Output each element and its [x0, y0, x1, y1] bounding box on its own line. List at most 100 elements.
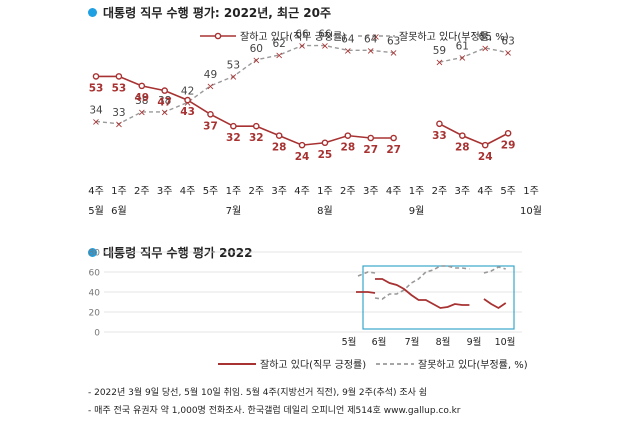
- negative-data-label: 63: [501, 36, 514, 48]
- negative-data-label: 42: [181, 85, 194, 97]
- x-tick-label: 2주: [248, 186, 264, 197]
- x-tick-label: 3주: [455, 186, 471, 197]
- footnotes: - 2022년 3월 9일 당선, 5월 10일 취임. 5월 4주(지방선거 …: [88, 384, 461, 420]
- positive-data-label: 28: [455, 142, 470, 154]
- x-tick-label: 2주: [340, 186, 356, 197]
- overview-positive-line: [483, 298, 507, 310]
- month-label: 6월: [372, 336, 387, 348]
- main-chart-title: 대통령 직무 수행 평가: 2022년, 최근 20주: [88, 4, 331, 21]
- negative-data-label: 38: [158, 95, 171, 107]
- negative-data-point: ×: [138, 107, 146, 118]
- legend-negative-marker: ×: [372, 32, 380, 43]
- overview-positive-line: [356, 291, 376, 294]
- y-tick-label: 40: [89, 289, 101, 299]
- positive-data-label: 24: [295, 151, 310, 163]
- positive-data-label: 32: [249, 132, 264, 144]
- negative-data-label: 49: [204, 69, 217, 81]
- month-label: 10월: [520, 205, 542, 217]
- negative-data-point: ×: [321, 41, 329, 52]
- positive-data-label: 27: [363, 144, 378, 156]
- positive-data-label: 32: [226, 132, 241, 144]
- negative-data-label: 64: [364, 33, 378, 45]
- negative-data-point: ×: [252, 55, 260, 66]
- positive-data-label: 28: [341, 142, 356, 154]
- negative-data-point: ×: [389, 48, 397, 59]
- positive-data-point: [184, 96, 191, 104]
- x-tick-label: 1주: [409, 186, 425, 197]
- negative-data-label: 61: [456, 40, 469, 52]
- positive-data-label: 27: [386, 144, 401, 156]
- positive-data-point: [138, 82, 146, 90]
- x-tick-label: 1주: [317, 186, 333, 197]
- positive-data-point: [390, 134, 397, 142]
- overview-negative-line: [374, 265, 470, 300]
- negative-data-label: 34: [89, 104, 103, 116]
- footnote-line: - 2022년 3월 9일 당선, 5월 10일 취임. 5월 4주(지방선거 …: [88, 388, 428, 398]
- positive-data-label: 28: [272, 142, 287, 154]
- x-tick-label: 3주: [271, 186, 287, 197]
- x-tick-label: 2주: [134, 186, 150, 197]
- negative-data-label: 66: [295, 29, 309, 41]
- x-tick-label: 1주: [523, 186, 539, 197]
- overview-positive-line: [375, 278, 470, 309]
- legend-positive-label: 잘하고 있다(직무 긍정률): [240, 30, 346, 43]
- x-tick-label: 2주: [432, 186, 448, 197]
- bullet-dot-icon: [88, 8, 97, 17]
- month-label: 8월: [436, 336, 451, 348]
- negative-data-label: 64: [341, 33, 355, 45]
- x-tick-label: 4주: [180, 186, 196, 197]
- x-tick-label: 3주: [363, 186, 379, 197]
- positive-data-point: [92, 73, 100, 80]
- negative-data-point: ×: [458, 53, 466, 64]
- positive-data-point: [481, 141, 489, 149]
- negative-series-line: [439, 47, 509, 63]
- overview-legend-positive-label: 잘하고 있다(직무 긍정률): [260, 358, 366, 371]
- month-label: 6월: [111, 205, 127, 217]
- negative-data-point: ×: [160, 107, 168, 118]
- positive-series-line: [439, 123, 509, 147]
- y-tick-label: 80: [89, 249, 101, 259]
- month-label: 8월: [317, 205, 333, 217]
- negative-data-label: 53: [227, 59, 240, 71]
- positive-data-label: 47: [157, 97, 172, 109]
- y-tick-label: 20: [89, 309, 101, 319]
- negative-data-point: ×: [344, 46, 352, 57]
- x-tick-label: 5주: [500, 186, 516, 197]
- overview-negative-line: [483, 266, 506, 274]
- positive-data-point: [504, 129, 512, 137]
- month-label: 9월: [467, 336, 482, 348]
- negative-data-point: ×: [115, 119, 123, 130]
- positive-data-point: [275, 132, 283, 139]
- negative-data-label: 65: [479, 31, 492, 43]
- sub-chart-title: 대통령 직무 수행 평가 2022: [88, 244, 252, 261]
- negative-data-label: 60: [250, 43, 263, 55]
- sub-chart-title-text: 대통령 직무 수행 평가 2022: [103, 246, 253, 260]
- positive-data-point: [252, 122, 260, 130]
- x-tick-label: 4주: [386, 186, 402, 197]
- negative-series-line: [95, 44, 394, 125]
- negative-data-point: ×: [92, 117, 100, 128]
- positive-data-point: [459, 132, 466, 139]
- positive-data-point: [367, 134, 375, 142]
- month-label: 7월: [226, 205, 242, 217]
- main-line-chart: 잘하고 있다(직무 긍정률) × 잘못하고 있다(부정률, %)×34×33 ×38×…: [88, 29, 542, 217]
- negative-data-label: 62: [272, 38, 285, 50]
- negative-data-label: 33: [112, 107, 125, 119]
- negative-data-point: ×: [229, 72, 237, 83]
- positive-data-label: 43: [180, 106, 195, 118]
- negative-data-label: 59: [433, 45, 446, 57]
- positive-data-point: [321, 139, 329, 147]
- positive-data-point: [161, 87, 168, 94]
- negative-data-point: ×: [183, 98, 191, 109]
- positive-data-point: [207, 111, 214, 118]
- y-tick-label: 0: [94, 329, 100, 339]
- overview-legend-negative-label: 잘못하고 있다(부정률, %): [418, 358, 528, 371]
- y-tick-label: 60: [89, 269, 101, 279]
- month-label: 7월: [405, 336, 420, 348]
- positive-data-point: [115, 73, 123, 80]
- positive-data-label: 29: [501, 139, 516, 151]
- x-tick-label: 5주: [203, 186, 219, 197]
- main-legend: 잘하고 있다(직무 긍정률) × 잘못하고 있다(부정률, %): [200, 30, 509, 43]
- positive-data-point: [436, 120, 443, 128]
- x-tick-label: 4주: [294, 186, 310, 197]
